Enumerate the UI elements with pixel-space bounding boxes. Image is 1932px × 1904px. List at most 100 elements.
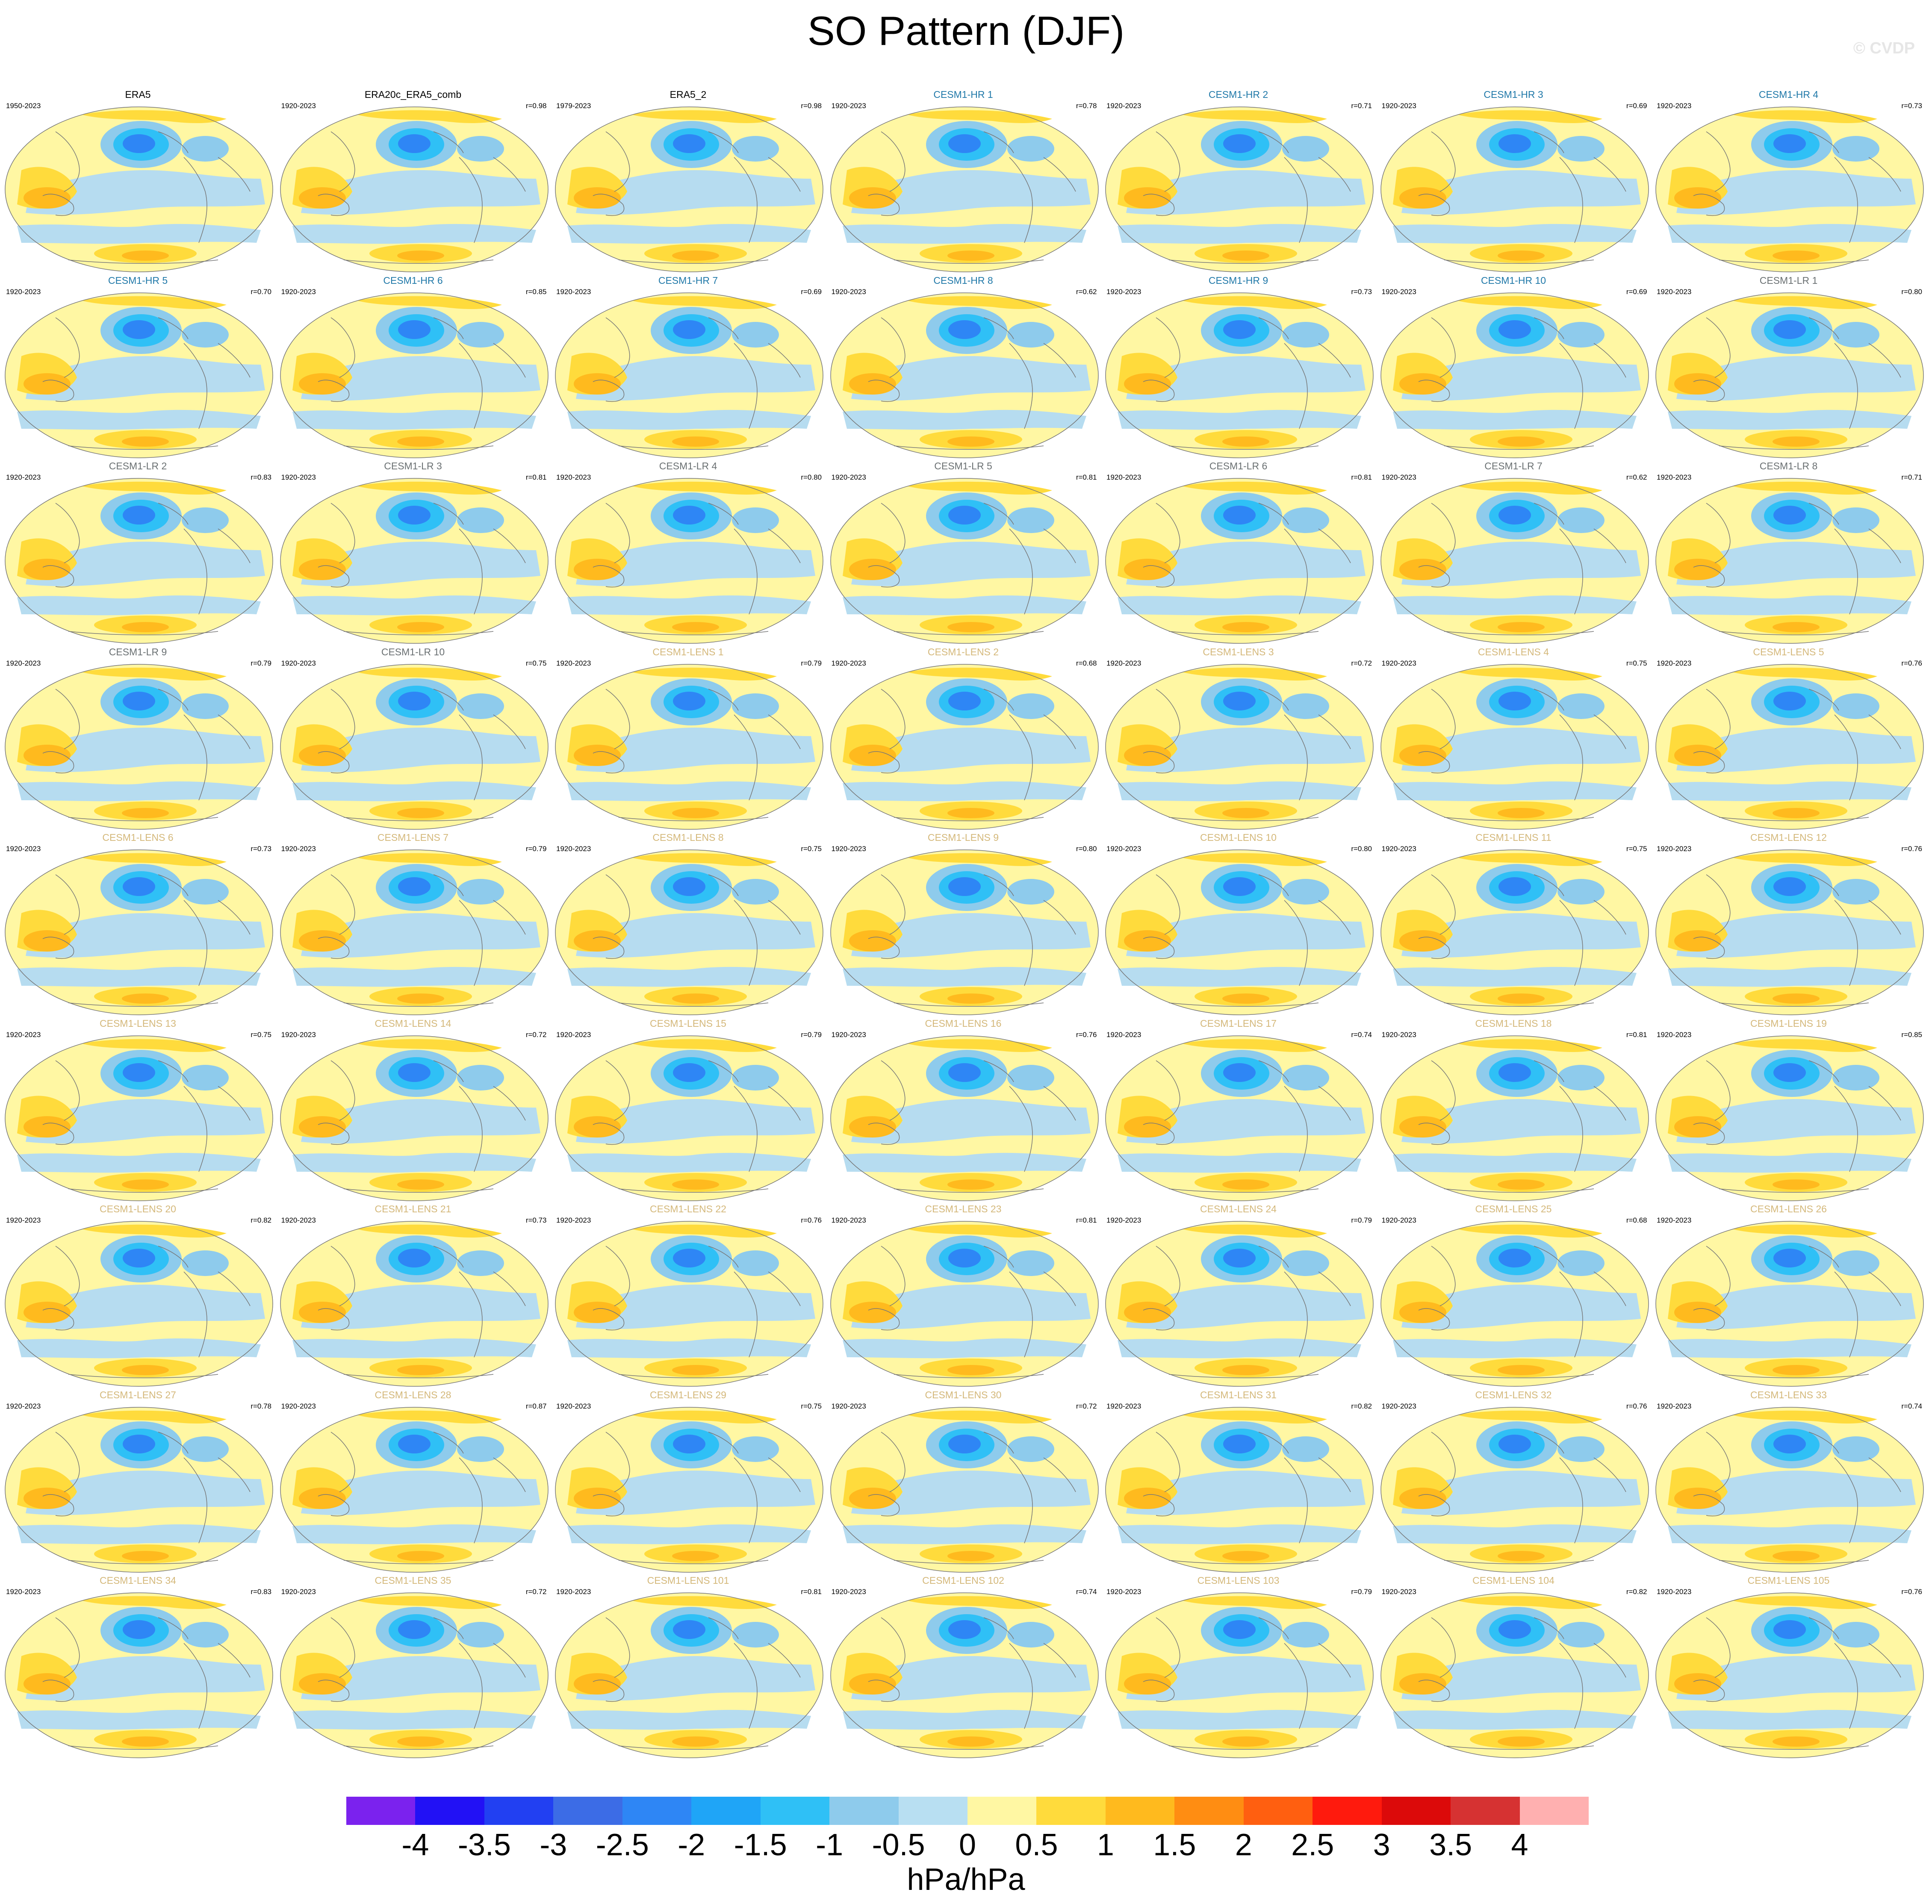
panel-correlation: r=0.81 — [1626, 1030, 1647, 1039]
map-panel: CESM1-LENS 27 1920-2023 r=0.78 — [0, 1389, 276, 1576]
panel-correlation: r=0.82 — [1351, 1402, 1372, 1410]
panel-years: 1920-2023 — [1657, 1216, 1692, 1224]
robinson-map — [1380, 477, 1649, 644]
panel-correlation: r=0.80 — [1901, 287, 1922, 296]
map-panel: CESM1-LENS 20 1920-2023 r=0.82 — [0, 1203, 276, 1390]
map-panel: CESM1-LENS 5 1920-2023 r=0.76 — [1651, 646, 1926, 833]
robinson-map — [280, 1220, 549, 1387]
colorbar-tick-label: 3.5 — [1429, 1828, 1472, 1862]
panel-title: CESM1-LENS 23 — [925, 1203, 1002, 1214]
map-panel: CESM1-LR 6 1920-2023 r=0.81 — [1100, 460, 1376, 647]
map-panel: CESM1-LENS 17 1920-2023 r=0.74 — [1100, 1018, 1376, 1204]
map-panel: CESM1-HR 2 1920-2023 r=0.71 — [1100, 89, 1376, 275]
map-field — [1656, 107, 1923, 272]
panel-correlation: r=0.81 — [1076, 1216, 1097, 1224]
colorbar-tick-label: 4 — [1511, 1828, 1528, 1862]
colorbar-units: hPa/hPa — [907, 1863, 1025, 1897]
panel-years: 1920-2023 — [6, 1402, 41, 1410]
map-field — [831, 478, 1098, 643]
panel-years: 1920-2023 — [556, 287, 591, 296]
robinson-map — [280, 477, 549, 644]
panel-correlation: r=0.72 — [1351, 659, 1372, 667]
panel-years: 1920-2023 — [556, 845, 591, 853]
map-field — [555, 1593, 823, 1758]
robinson-map — [830, 477, 1099, 644]
panel-title: CESM1-LR 2 — [109, 460, 167, 472]
panel-correlation: r=0.71 — [1901, 473, 1922, 481]
map-field — [831, 1221, 1098, 1386]
robinson-map — [4, 292, 274, 459]
panel-title: CESM1-LENS 12 — [1750, 832, 1827, 843]
map-panel: CESM1-LENS 19 1920-2023 r=0.85 — [1651, 1018, 1926, 1204]
map-field — [831, 1407, 1098, 1572]
panel-years: 1920-2023 — [1381, 102, 1416, 110]
panel-correlation: r=0.76 — [1076, 1030, 1097, 1039]
panel-correlation: r=0.85 — [525, 287, 547, 296]
panel-correlation: r=0.79 — [801, 659, 822, 667]
colorbar-tick-label: -4 — [401, 1828, 429, 1862]
robinson-map — [280, 1406, 549, 1573]
map-panel: CESM1-HR 10 1920-2023 r=0.69 — [1376, 275, 1652, 461]
map-panel: ERA5_2 1979-2023 r=0.98 — [550, 89, 826, 275]
map-panel: CESM1-LENS 4 1920-2023 r=0.75 — [1376, 646, 1652, 833]
panel-years: 1920-2023 — [6, 473, 41, 481]
panel-title: ERA5 — [125, 89, 151, 100]
panel-title: CESM1-LENS 2 — [927, 646, 999, 657]
panel-title: CESM1-LENS 25 — [1475, 1203, 1552, 1214]
panel-years: 1920-2023 — [1381, 659, 1416, 667]
map-field — [5, 478, 273, 643]
robinson-map — [280, 292, 549, 459]
colorbar-cell — [898, 1797, 968, 1825]
panel-title: CESM1-LENS 19 — [1750, 1017, 1827, 1029]
panel-correlation: r=0.79 — [525, 845, 547, 853]
robinson-map — [1105, 1035, 1374, 1202]
panel-correlation: r=0.76 — [801, 1216, 822, 1224]
panel-correlation: r=0.98 — [801, 102, 822, 110]
map-field — [555, 1407, 823, 1572]
map-panel: CESM1-LENS 3 1920-2023 r=0.72 — [1100, 646, 1376, 833]
map-field — [831, 1036, 1098, 1201]
panel-correlation: r=0.70 — [251, 287, 271, 296]
panel-title: CESM1-LENS 22 — [650, 1203, 726, 1214]
panel-title: CESM1-LR 8 — [1759, 460, 1818, 472]
panel-correlation: r=0.69 — [1626, 102, 1647, 110]
map-panel: CESM1-LENS 14 1920-2023 r=0.72 — [275, 1018, 551, 1204]
panel-correlation: r=0.79 — [1351, 1216, 1372, 1224]
map-panel: CESM1-HR 1 1920-2023 r=0.78 — [826, 89, 1101, 275]
robinson-map — [4, 1592, 274, 1759]
panel-title: CESM1-LENS 27 — [100, 1389, 176, 1400]
panel-title: ERA20c_ERA5_comb — [364, 89, 462, 100]
robinson-map — [4, 1406, 274, 1573]
panel-title: CESM1-HR 1 — [933, 89, 993, 100]
map-panel: CESM1-LENS 30 1920-2023 r=0.72 — [826, 1389, 1101, 1576]
panel-title: CESM1-LR 6 — [1209, 460, 1268, 472]
robinson-map — [1380, 1220, 1649, 1387]
panel-title: CESM1-LENS 101 — [647, 1575, 729, 1586]
panel-title: CESM1-LENS 1 — [652, 646, 724, 657]
panel-title: CESM1-LR 9 — [109, 646, 167, 657]
map-field — [1106, 478, 1373, 643]
panel-correlation: r=0.79 — [251, 659, 271, 667]
map-field — [1656, 850, 1923, 1015]
panel-years: 1920-2023 — [1657, 1402, 1692, 1410]
map-panel: CESM1-LENS 25 1920-2023 r=0.68 — [1376, 1203, 1652, 1390]
map-panel: CESM1-LENS 7 1920-2023 r=0.79 — [275, 832, 551, 1018]
map-panel: CESM1-LR 7 1920-2023 r=0.62 — [1376, 460, 1652, 647]
panel-correlation: r=0.82 — [251, 1216, 271, 1224]
panel-correlation: r=0.75 — [251, 1030, 271, 1039]
panel-title: CESM1-LENS 103 — [1197, 1575, 1280, 1586]
robinson-map — [555, 1406, 824, 1573]
map-field — [280, 664, 548, 829]
colorbar-tick-label: 0.5 — [1015, 1828, 1058, 1862]
panel-years: 1920-2023 — [1657, 1588, 1692, 1596]
colorbar-tick-label: 1.5 — [1153, 1828, 1196, 1862]
colorbar — [346, 1797, 1589, 1825]
colorbar-tick-label: -1 — [816, 1828, 844, 1862]
map-panel: CESM1-LENS 102 1920-2023 r=0.74 — [826, 1575, 1101, 1761]
panel-title: CESM1-LENS 15 — [650, 1017, 726, 1029]
robinson-map — [1105, 477, 1374, 644]
panel-years: 1920-2023 — [1381, 287, 1416, 296]
map-field — [280, 1036, 548, 1201]
map-field — [1106, 1407, 1373, 1572]
panel-correlation: r=0.76 — [1901, 1588, 1922, 1596]
